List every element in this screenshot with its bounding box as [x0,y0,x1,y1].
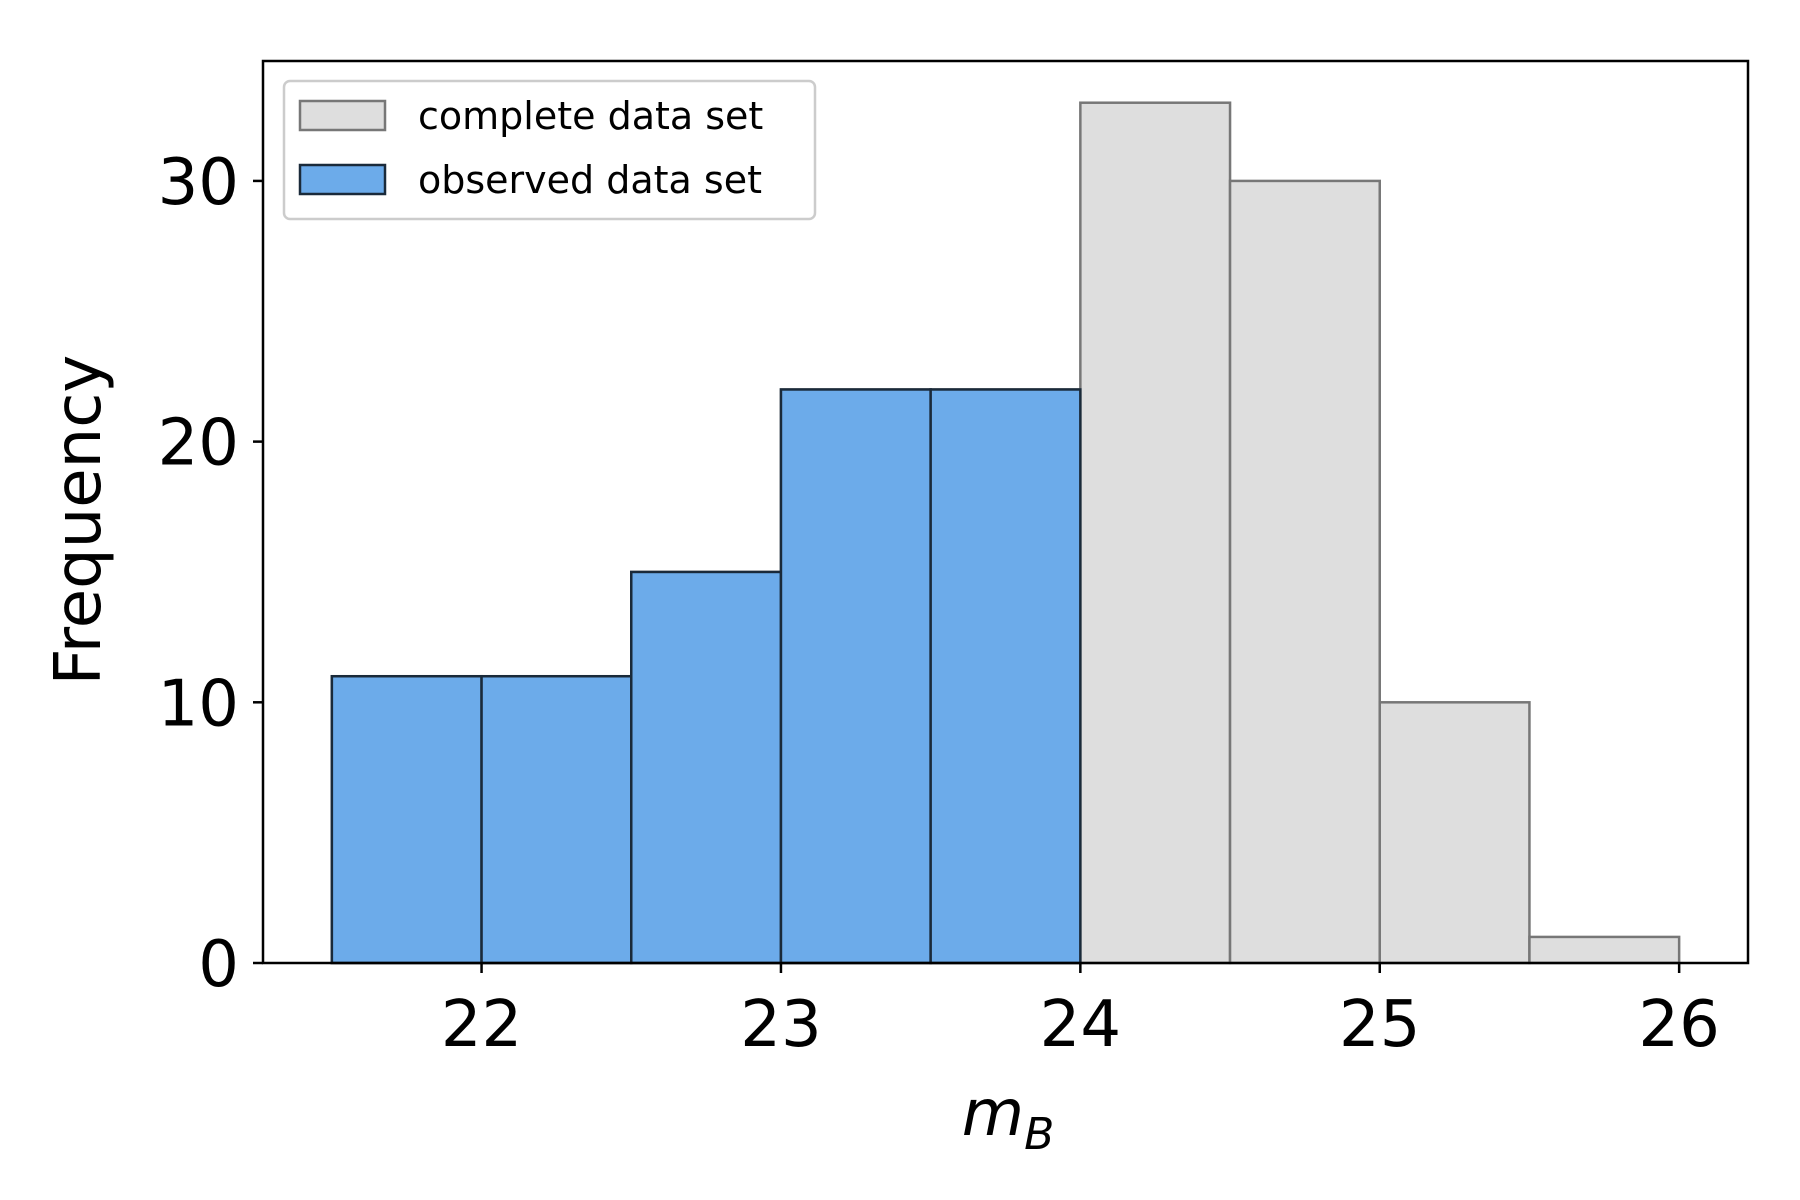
x-axis-label-main: m [962,1077,1024,1151]
bar-observed-1 [480,674,633,965]
y-tick-label-30: 30 [158,146,239,220]
bar-complete-5 [1079,101,1232,965]
x-tick-label-26: 26 [1638,988,1719,1062]
y-tick-label-20: 20 [158,407,239,481]
bar-observed-3 [779,388,932,965]
x-tick-label-25: 25 [1339,988,1420,1062]
legend: complete data set observed data set [282,79,817,221]
plot-frame [261,59,1750,965]
y-axis-label: Frequency [42,355,116,686]
x-tick-label-24: 24 [1040,988,1121,1062]
legend-swatch-complete [298,99,387,132]
y-tick-label-10: 10 [158,667,239,741]
x-tick-label-23: 23 [740,988,821,1062]
x-axis-label-subscript: B [1024,1109,1054,1160]
bar-complete-7 [1378,701,1531,965]
bar-observed-4 [929,388,1082,965]
bar-complete-8 [1528,935,1681,965]
y-axis: 0 10 20 30 [158,146,263,1002]
legend-frame [282,79,817,221]
bar-complete-6 [1228,179,1381,965]
legend-swatch-observed [298,163,387,196]
bars-observed [330,388,1082,965]
x-tick-label-22: 22 [441,988,522,1062]
bar-observed-0 [330,674,483,965]
bar-observed-2 [630,570,783,965]
y-tick-label-0: 0 [198,928,239,1002]
legend-label-complete: complete data set [418,94,763,138]
x-axis-label: mB [962,1077,1055,1160]
x-axis: 22 23 24 25 26 [441,963,1720,1062]
legend-label-observed: observed data set [418,158,762,202]
